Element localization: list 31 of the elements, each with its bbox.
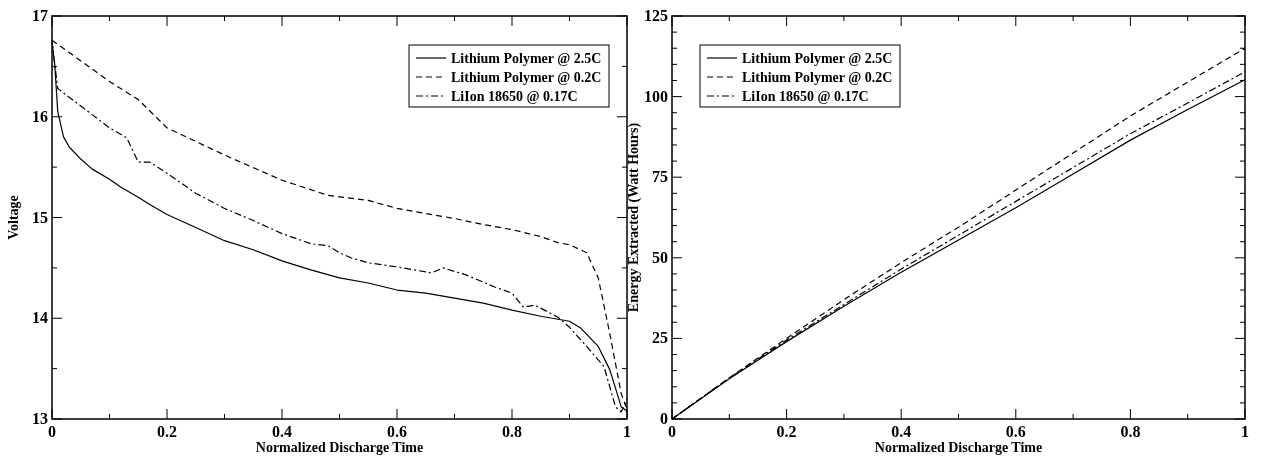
x-tick-label: 1 bbox=[623, 423, 631, 440]
legend-label: LiIon 18650 @ 0.17C bbox=[451, 89, 578, 104]
y-tick-label: 100 bbox=[644, 87, 668, 105]
y-tick-label: 25 bbox=[652, 329, 668, 347]
y-tick-label: 17 bbox=[32, 7, 48, 24]
y-tick-label: 16 bbox=[32, 107, 48, 125]
y-tick-label: 14 bbox=[32, 309, 48, 327]
legend-label: Lithium Polymer @ 2.5C bbox=[742, 51, 893, 66]
legend-label: Lithium Polymer @ 0.2C bbox=[742, 70, 893, 85]
x-tick-label: 0.6 bbox=[387, 423, 407, 440]
legend-label: LiIon 18650 @ 0.17C bbox=[742, 89, 869, 104]
x-axis-title: Normalized Discharge Time bbox=[874, 440, 1043, 455]
x-tick-label: 1 bbox=[1241, 423, 1249, 440]
y-tick-label: 13 bbox=[32, 410, 48, 427]
y-tick-label: 15 bbox=[32, 208, 48, 226]
x-tick-label: 0.4 bbox=[891, 423, 912, 440]
y-tick-label: 0 bbox=[660, 410, 668, 427]
x-tick-label: 0.8 bbox=[1120, 423, 1141, 440]
x-tick-label: 0.4 bbox=[272, 423, 292, 440]
y-axis-title: Energy Extracted (Watt Hours) bbox=[626, 122, 642, 313]
x-tick-label: 0.8 bbox=[502, 423, 522, 440]
x-axis-title: Normalized Discharge Time bbox=[255, 440, 424, 455]
y-tick-label: 125 bbox=[644, 7, 668, 24]
x-tick-label: 0.6 bbox=[1005, 423, 1026, 440]
x-tick-label: 0.2 bbox=[776, 423, 797, 440]
legend-label: Lithium Polymer @ 2.5C bbox=[451, 51, 602, 66]
y-tick-label: 75 bbox=[652, 168, 668, 186]
y-axis-title: Voltage bbox=[6, 195, 21, 240]
legend-label: Lithium Polymer @ 0.2C bbox=[451, 70, 602, 85]
x-tick-label: 0.2 bbox=[157, 423, 177, 440]
y-tick-label: 50 bbox=[652, 248, 668, 266]
